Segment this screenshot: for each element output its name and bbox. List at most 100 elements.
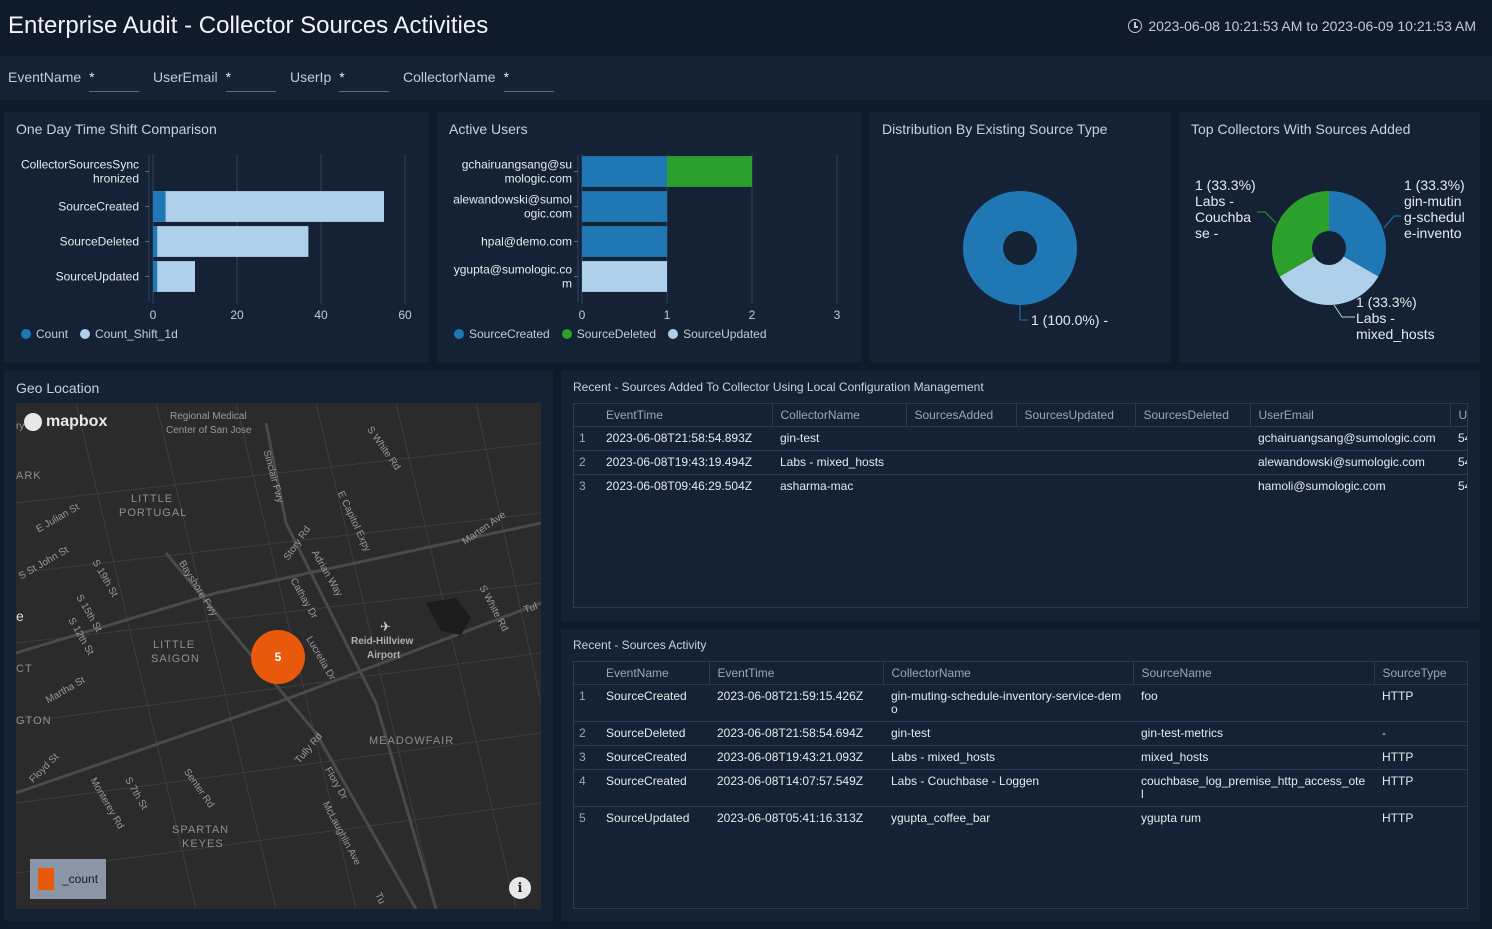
legend-item-source-updated[interactable]: SourceUpdated	[668, 327, 767, 341]
column-header[interactable]: UserEmail	[1250, 404, 1451, 426]
legend-item-source-created[interactable]: SourceCreated	[454, 327, 550, 341]
column-header-index	[574, 662, 598, 684]
table-row[interactable]: 4 SourceCreated 2023-06-08T14:07:57.549Z La…	[574, 768, 1467, 806]
filter-value[interactable]: *	[225, 69, 276, 92]
map-label: ry	[16, 421, 25, 432]
y-tick-label: CollectorSourcesSync hronized	[21, 158, 139, 186]
panel-geo: Geo Location mapbox Regional Medical Cen…	[4, 371, 553, 921]
filter-label: UserEmail	[153, 69, 218, 85]
table-cell: gin-test	[772, 425, 906, 450]
bar-count-shift[interactable]	[153, 191, 384, 222]
table-row[interactable]: 3 SourceCreated 2023-06-08T19:43:21.093Z La…	[574, 744, 1467, 769]
table-row[interactable]: 1 2023-06-08T21:58:54.893Z gin-test gchairu…	[574, 425, 1467, 450]
legend-item-count-shift[interactable]: Count_Shift_1d	[80, 327, 178, 341]
table-cell: 2023-06-08T05:41:16.313Z	[709, 805, 883, 830]
bar-count-shift[interactable]	[153, 226, 309, 257]
table-row[interactable]: 2 SourceDeleted 2023-06-08T21:58:54.694Z gi…	[574, 720, 1467, 745]
table-row[interactable]: 1 SourceCreated 2023-06-08T21:59:15.426Z gi…	[574, 683, 1467, 721]
table-container[interactable]: EventTime CollectorName SourcesAdded Sou…	[573, 403, 1468, 608]
y-tick-label: hpal@demo.com	[481, 235, 572, 249]
table-row[interactable]: 3 2023-06-08T09:46:29.504Z asharma-mac hamo…	[574, 473, 1467, 498]
table-cell: HTTP	[1374, 683, 1467, 721]
table-container[interactable]: EventName EventTime CollectorName Source…	[573, 661, 1468, 909]
panel-title: Top Collectors With Sources Added	[1191, 121, 1411, 137]
pie-slice-label: 1 (33.3%) gin-mutin g-schedul e-invento	[1404, 177, 1465, 241]
filter-userip[interactable]: UserIp *	[290, 69, 390, 92]
legend-label: Count	[36, 327, 69, 341]
bar-sourcecreated[interactable]	[582, 156, 667, 187]
filter-eventname[interactable]: EventName *	[8, 69, 140, 92]
filter-value[interactable]: *	[89, 69, 140, 92]
x-tick-label: 0	[150, 308, 157, 322]
x-tick-label: 40	[314, 308, 328, 322]
column-header[interactable]: SourcesAdded	[906, 404, 1017, 426]
legend-item-count[interactable]: Count	[21, 327, 68, 341]
legend-swatch	[561, 329, 572, 339]
map-cluster-marker[interactable]: 5	[251, 630, 305, 684]
legend-label: SourceUpdated	[683, 327, 767, 341]
table-cell: SourceCreated	[598, 744, 709, 769]
filter-label: CollectorName	[403, 69, 496, 85]
table-cell	[1016, 473, 1135, 498]
map-canvas[interactable]: mapbox Regional Medical Center of San Jo…	[16, 403, 541, 909]
table-cell: Labs - mixed_hosts	[883, 744, 1133, 769]
legend-swatch	[80, 329, 91, 339]
column-header[interactable]: SourceName	[1133, 662, 1375, 684]
pie-slice[interactable]	[1279, 248, 1379, 305]
legend-item-source-deleted[interactable]: SourceDeleted	[561, 327, 656, 341]
bar-sourcecreated[interactable]	[582, 226, 667, 257]
column-header[interactable]: CollectorName	[772, 404, 907, 426]
clock-icon	[1128, 19, 1143, 33]
y-tick-label: SourceCreated	[58, 200, 139, 214]
x-tick-label: 1	[664, 308, 671, 322]
row-index: 5	[574, 805, 598, 830]
column-header[interactable]: SourcesDeleted	[1135, 404, 1251, 426]
panel-active-users: Active Users 0 1 2 3 gchairuangsang@su mologi…	[437, 112, 862, 362]
mapbox-logo[interactable]: mapbox	[24, 413, 107, 431]
table-row[interactable]: 5 SourceUpdated 2023-06-08T05:41:16.313Z yg…	[574, 805, 1467, 830]
pie-label-leader	[1333, 304, 1355, 318]
filter-collectorname[interactable]: CollectorName *	[403, 69, 554, 92]
column-header-index	[574, 404, 598, 426]
time-range-picker[interactable]: 2023-06-08 10:21:53 AM to 2023-06-09 10:…	[1128, 18, 1476, 34]
column-header[interactable]: Us	[1450, 404, 1467, 426]
table-row[interactable]: 2 2023-06-08T19:43:19.494Z Labs - mixed_ho…	[574, 449, 1467, 474]
map-label: KEYES	[182, 838, 224, 850]
filter-useremail[interactable]: UserEmail *	[153, 69, 276, 92]
table-cell: 2023-06-08T21:59:15.426Z	[709, 683, 883, 721]
bar-count-shift[interactable]	[153, 261, 195, 292]
time-range-text: 2023-06-08 10:21:53 AM to 2023-06-09 10:…	[1148, 18, 1476, 34]
table-cell: Labs - mixed_hosts	[772, 449, 906, 474]
table-cell: gin-muting-schedule-inventory-service-de…	[883, 683, 1133, 721]
bar-count[interactable]	[153, 226, 158, 257]
row-index: 1	[574, 683, 598, 721]
panel-distribution: Distribution By Existing Source Type 1 (…	[870, 112, 1171, 362]
legend-label: SourceCreated	[469, 327, 550, 341]
filter-value[interactable]: *	[503, 69, 554, 92]
column-header[interactable]: SourcesUpdated	[1016, 404, 1136, 426]
column-header[interactable]: CollectorName	[883, 662, 1134, 684]
column-header[interactable]: EventName	[598, 662, 710, 684]
table-cell	[906, 425, 1016, 450]
table-cell: SourceCreated	[598, 768, 709, 806]
table-cell: 2023-06-08T14:07:57.549Z	[709, 768, 883, 806]
table-cell: mixed_hosts	[1133, 744, 1374, 769]
table-cell: gin-test	[883, 720, 1133, 745]
column-header[interactable]: EventTime	[598, 404, 773, 426]
mapbox-logo-text: mapbox	[46, 413, 108, 430]
table-cell: SourceCreated	[598, 683, 709, 721]
x-tick-label: 3	[834, 308, 841, 322]
mapbox-logo-icon	[24, 413, 42, 431]
bar-count[interactable]	[153, 191, 166, 222]
table-cell: SourceUpdated	[598, 805, 709, 830]
table-cell: Labs - Couchbase - Loggen	[883, 768, 1133, 806]
info-icon[interactable]: i	[509, 877, 531, 899]
bar-sourcedeleted[interactable]	[667, 156, 752, 187]
column-header[interactable]: EventTime	[709, 662, 884, 684]
bar-sourceupdated[interactable]	[582, 261, 667, 292]
bar-sourcecreated[interactable]	[582, 191, 667, 222]
bar-count[interactable]	[153, 261, 158, 292]
filter-value[interactable]: *	[339, 69, 390, 92]
column-header[interactable]: SourceType	[1374, 662, 1467, 684]
table-cell: 2023-06-08T19:43:19.494Z	[598, 449, 772, 474]
